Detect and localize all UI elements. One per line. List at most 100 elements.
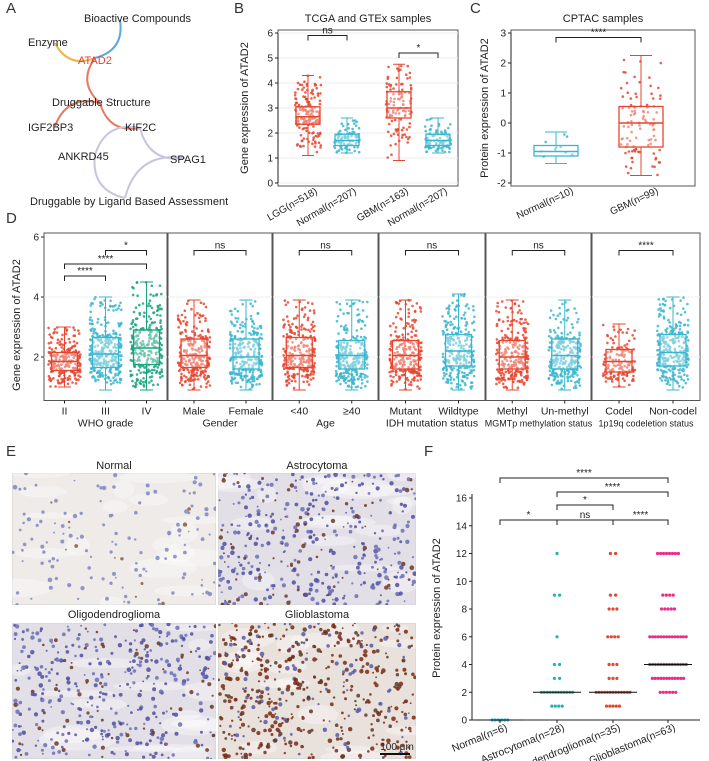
- d-series-point: [621, 377, 625, 380]
- c-series-point: [659, 61, 663, 65]
- ihc-nucleus: [272, 593, 275, 596]
- c-significance-bracket: [555, 37, 642, 43]
- d-series-point: [69, 347, 72, 350]
- ihc-nucleus: [98, 695, 102, 699]
- d-series-point: [683, 373, 686, 377]
- d-series-point: [656, 361, 659, 365]
- ihc-texture: [108, 745, 181, 752]
- d-series-point: [129, 340, 132, 344]
- d-series-point: [49, 341, 53, 344]
- ihc-nucleus: [13, 698, 18, 703]
- ihc-nucleus: [125, 733, 130, 738]
- ihc-nucleus: [115, 735, 120, 741]
- b-series-point: [401, 82, 404, 86]
- ihc-nucleus: [392, 537, 397, 541]
- d-series-point: [150, 321, 154, 325]
- ihc-nucleus: [22, 645, 26, 649]
- d-series-point: [357, 313, 361, 316]
- d-series-point: [612, 328, 616, 332]
- d-series-point: [199, 374, 202, 377]
- d-series-point: [62, 379, 65, 382]
- d-series-point: [339, 308, 342, 312]
- b-series-point: [299, 134, 303, 137]
- ihc-nucleus: [30, 537, 34, 541]
- d-series-point: [147, 315, 151, 318]
- d-series-point: [352, 301, 356, 305]
- b-series-point: [400, 136, 404, 139]
- ihc-nucleus: [317, 494, 321, 497]
- d-series-point: [676, 381, 680, 385]
- d-series-point: [282, 354, 286, 357]
- d-significance-label: ****: [98, 254, 114, 265]
- d-series-point: [98, 334, 102, 338]
- d-series-point: [200, 349, 204, 353]
- d-series-point: [112, 309, 115, 312]
- ihc-nucleus: [180, 653, 184, 657]
- d-series-point: [363, 376, 367, 379]
- d-series-point: [473, 328, 476, 332]
- d-series-point: [182, 319, 185, 323]
- d-series-point: [147, 340, 151, 343]
- d-series-point: [337, 376, 340, 379]
- ihc-nucleus: [60, 524, 65, 528]
- ihc-nucleus: [33, 712, 39, 717]
- d-series-point: [155, 340, 158, 344]
- b-series-point: [390, 153, 393, 156]
- ihc-nucleus: [48, 559, 51, 563]
- b-series-point: [312, 136, 316, 139]
- d-series-point: [301, 374, 304, 378]
- d-series-point: [134, 323, 138, 327]
- d-series-point: [200, 314, 203, 318]
- d-series-point: [548, 346, 551, 349]
- ihc-nucleus: [271, 512, 275, 516]
- d-series-point: [578, 377, 581, 381]
- d-series-point: [445, 366, 448, 370]
- d-series-point: [389, 348, 393, 352]
- d-series-point: [158, 304, 162, 307]
- d-series-point: [610, 377, 614, 381]
- ihc-nucleus: [15, 591, 20, 595]
- d-series-point: [335, 353, 338, 357]
- d-series-point: [179, 332, 182, 336]
- d-series-point: [557, 382, 560, 385]
- x-tick-label: Un-methyl: [541, 406, 589, 418]
- ihc-nucleus: [182, 489, 186, 493]
- c-series-point: [656, 173, 659, 177]
- d-series-point: [284, 373, 287, 376]
- d-series-point: [501, 382, 505, 386]
- d-series-point: [419, 374, 422, 378]
- ihc-nucleus: [405, 523, 410, 529]
- d-series-point: [631, 334, 634, 337]
- d-series-point: [115, 361, 118, 365]
- d-series-point: [208, 345, 211, 349]
- ihc-nucleus: [298, 515, 303, 520]
- d-series-point: [236, 381, 240, 385]
- x-tick-label: Female: [228, 406, 263, 418]
- ihc-nucleus: [12, 729, 14, 731]
- d-series-point: [578, 331, 581, 335]
- ihc-nucleus: [260, 487, 264, 491]
- ihc-nucleus: [331, 566, 335, 570]
- c-significance-label: ****: [591, 28, 607, 39]
- d-series-point: [203, 344, 206, 347]
- d-series-point: [677, 331, 681, 334]
- c-series-point: [626, 171, 630, 175]
- ihc-nucleus: [200, 730, 203, 734]
- c-series-point: [626, 143, 629, 146]
- ihc-nucleus: [188, 625, 191, 628]
- d-series-point: [106, 346, 110, 349]
- ihc-nucleus: [128, 642, 133, 646]
- d-series-point: [184, 316, 187, 319]
- x-tick-label: Codel: [605, 406, 632, 418]
- ihc-nucleus: [241, 566, 246, 571]
- ihc-nucleus: [285, 501, 290, 507]
- d-series-point: [259, 358, 263, 362]
- d-series-point: [411, 327, 415, 330]
- c-series-point: [658, 148, 661, 152]
- d-series-point: [251, 371, 255, 374]
- ihc-nucleus: [379, 559, 381, 561]
- d-series-box: [551, 338, 579, 370]
- d-series-point: [364, 384, 367, 388]
- ihc-nucleus: [145, 491, 150, 496]
- ihc-nucleus: [411, 514, 415, 519]
